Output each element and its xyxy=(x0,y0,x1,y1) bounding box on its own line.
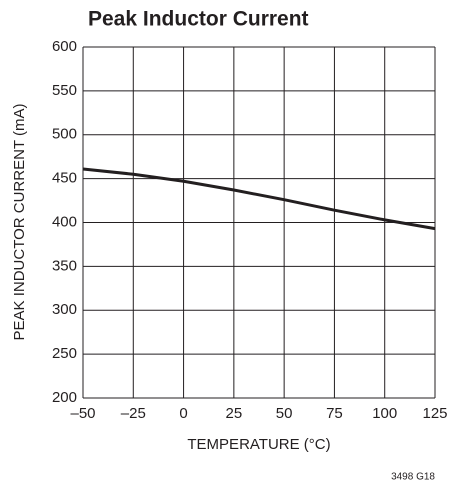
x-tick-label: 25 xyxy=(226,405,243,422)
x-tick-label: –25 xyxy=(121,405,146,422)
x-tick-label: –50 xyxy=(70,405,95,422)
y-tick-label: 600 xyxy=(52,38,77,55)
y-tick-label: 400 xyxy=(52,213,77,230)
chart-title: Peak Inductor Current xyxy=(88,8,309,31)
y-tick-label: 450 xyxy=(52,170,77,187)
y-tick-label: 350 xyxy=(52,257,77,274)
data-line xyxy=(82,167,436,231)
y-tick-label: 250 xyxy=(52,345,77,362)
x-tick-label: 125 xyxy=(422,405,447,422)
x-tick-label: 0 xyxy=(179,405,187,422)
x-tick-label: 100 xyxy=(372,405,397,422)
y-tick-label: 200 xyxy=(52,389,77,406)
y-tick-label: 300 xyxy=(52,301,77,318)
x-tick-label: 50 xyxy=(276,405,293,422)
x-tick-label: 75 xyxy=(326,405,343,422)
x-axis-label: TEMPERATURE (°C) xyxy=(187,436,330,453)
figure-code: 3498 G18 xyxy=(391,472,435,483)
y-axis-label: PEAK INDUCTOR CURRENT (mA) xyxy=(11,104,28,341)
y-tick-label: 550 xyxy=(52,82,77,99)
y-tick-label: 500 xyxy=(52,126,77,143)
